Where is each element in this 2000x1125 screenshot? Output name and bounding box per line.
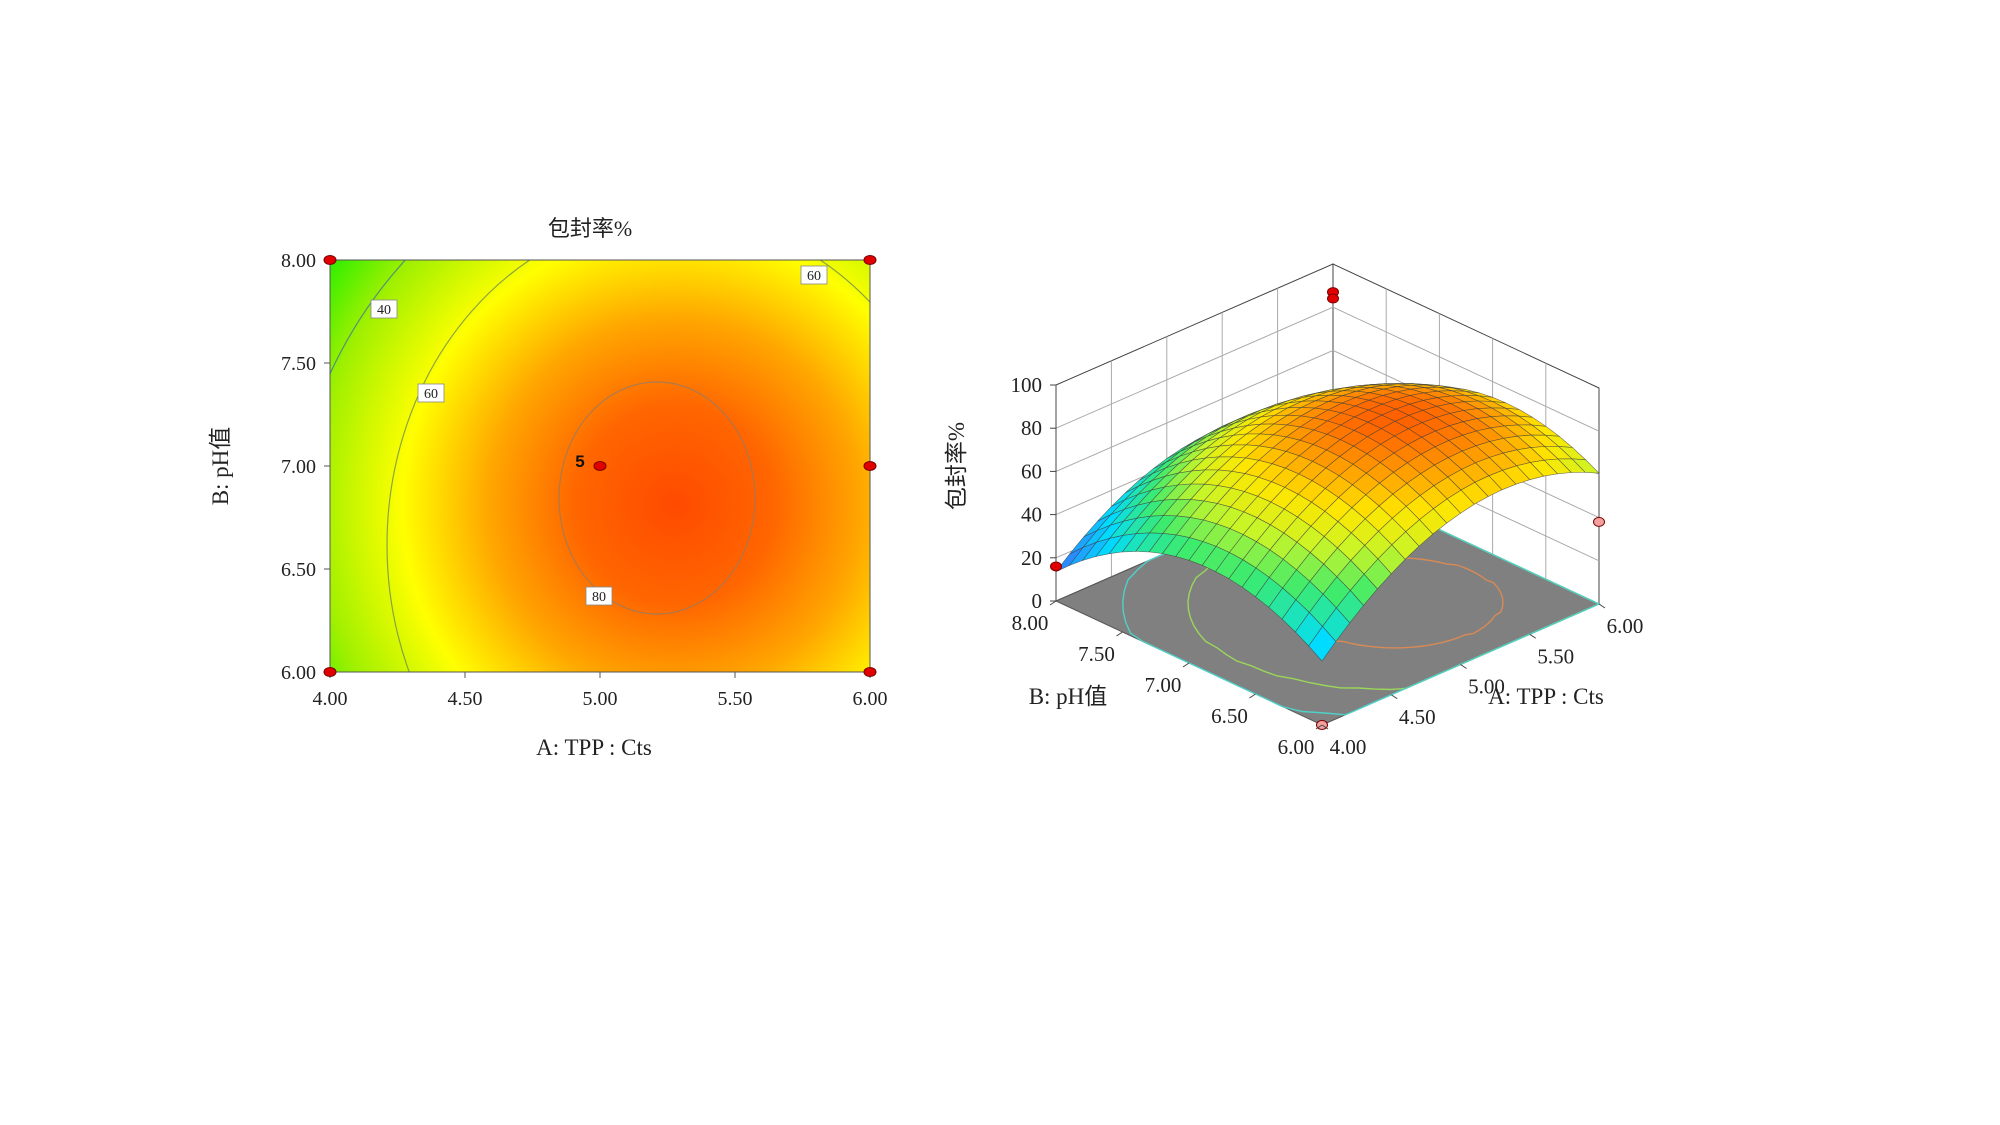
z-tick-label: 40: [1021, 503, 1042, 527]
b-tick-label: 6.50: [1211, 704, 1248, 728]
a-tick-label: 5.50: [1537, 644, 1574, 668]
contour-label-60-right: 60: [807, 269, 821, 284]
surface-design-point: [1327, 293, 1339, 304]
z-tick-label: 60: [1021, 459, 1042, 483]
a-tick-mark: [1598, 603, 1606, 609]
b-tick-label: 8.00: [1012, 611, 1049, 635]
z-tick-label: 0: [1032, 589, 1043, 613]
contour-chart: 包封率% 40 60 60 80 4.00 4.50 5.00 5.50 6.00 6.0…: [208, 216, 888, 760]
b-tick-label: 7.50: [1078, 642, 1115, 666]
contour-labels: 40 60 60 80: [370, 265, 828, 606]
a-tick-label: 6.00: [1607, 614, 1644, 638]
contour-design-points: [323, 255, 877, 677]
a-tick-label: 5.00: [1468, 675, 1505, 699]
surface-design-point: [1050, 561, 1062, 572]
contour-field: [330, 260, 870, 672]
surface-x-axis-title: A: TPP : Cts: [1488, 684, 1604, 709]
b-tick-mark: [1049, 600, 1057, 606]
a-tick-label: 4.50: [1399, 705, 1436, 729]
y-tick-label: 7.00: [281, 456, 316, 478]
x-tick-label: 6.00: [853, 688, 888, 710]
x-tick-label: 5.00: [583, 688, 618, 710]
surface-chart: 0 20 40 60 80 100 4.00 4.50 5.00 5.50 6.00 6.00 6.50…: [944, 263, 1644, 759]
surface-mesh: [1055, 383, 1600, 662]
contour-x-axis-title: A: TPP : Cts: [536, 735, 652, 760]
z-tick-label: 20: [1021, 546, 1042, 570]
design-point: [863, 667, 877, 677]
design-point: [323, 255, 337, 265]
a-tick-mark: [1529, 633, 1537, 639]
contour-line-60: [386, 260, 870, 672]
surface-ticks: 0 20 40 60 80 100 4.00 4.50 5.00 5.50 6.00 6.00 6.50…: [1011, 373, 1644, 759]
y-tick-label: 6.50: [281, 559, 316, 581]
contour-y-axis-title: B: pH值: [208, 427, 233, 506]
a-tick-mark: [1321, 724, 1329, 730]
design-point: [593, 461, 607, 471]
contour-label-80: 80: [592, 590, 606, 605]
a-tick-mark: [1460, 664, 1467, 669]
y-tick-label: 7.50: [281, 353, 316, 375]
contour-label-60-left: 60: [424, 387, 438, 402]
z-tick-label: 80: [1021, 416, 1042, 440]
y-tick-label: 6.00: [281, 662, 316, 684]
contour-title: 包封率%: [548, 216, 632, 241]
surface-z-axis-title: 包封率%: [944, 422, 969, 510]
contour-label-40: 40: [377, 303, 391, 318]
surface-cell: [1308, 625, 1337, 662]
y-tick-label: 8.00: [281, 250, 316, 272]
b-tick-label: 6.00: [1278, 735, 1315, 759]
b-tick-label: 7.00: [1145, 673, 1182, 697]
a-tick-label: 4.00: [1330, 735, 1367, 759]
b-tick-mark: [1182, 662, 1190, 668]
x-tick-label: 5.50: [718, 688, 753, 710]
design-point: [863, 255, 877, 265]
b-tick-mark: [1249, 693, 1256, 699]
surface-y-axis-title: B: pH值: [1029, 684, 1108, 709]
contour-line-80: [558, 381, 756, 615]
b-tick-mark: [1116, 631, 1123, 637]
a-tick-mark: [1390, 694, 1398, 700]
center-point-count: 5: [575, 452, 584, 471]
x-tick-label: 4.50: [448, 688, 483, 710]
surface-design-point: [1593, 516, 1605, 527]
z-tick-label: 100: [1011, 373, 1043, 397]
design-point: [863, 461, 877, 471]
design-point: [323, 667, 337, 677]
b-tick-mark: [1315, 724, 1323, 730]
wall-gridline-z: [1055, 306, 1600, 432]
contour-ticks: 4.00 4.50 5.00 5.50 6.00 6.00 6.50 7.00 7.50 8.00: [281, 250, 888, 710]
x-tick-label: 4.00: [313, 688, 348, 710]
